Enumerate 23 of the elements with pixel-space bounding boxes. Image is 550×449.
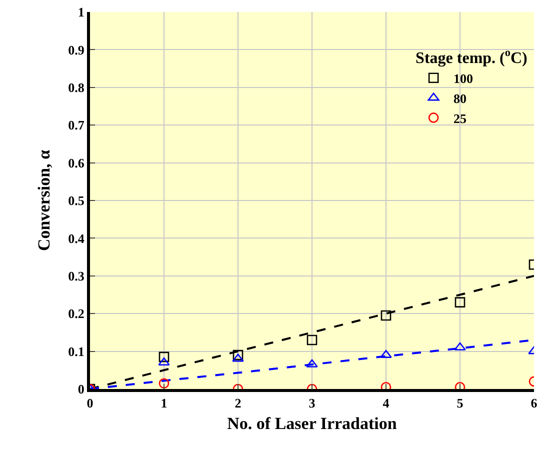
legend-label: 100 — [454, 70, 474, 86]
legend-label: 25 — [454, 110, 468, 126]
y-axis-title: Conversion, α — [34, 149, 54, 252]
y-tick-label: 0.8 — [68, 80, 85, 95]
y-tick-label: 0.5 — [68, 193, 85, 208]
y-tick-label: 0.9 — [68, 42, 85, 58]
x-tick-label: 4 — [382, 396, 390, 411]
x-tick-label: 3 — [308, 396, 316, 411]
y-tick-label: 1 — [78, 4, 84, 20]
x-tick-label: 6 — [530, 396, 538, 411]
y-tick-label: 0.7 — [68, 118, 85, 133]
legend-title: Stage temp. ($^{o}$C) — [416, 47, 528, 67]
y-tick-label: 0.6 — [68, 155, 85, 170]
x-tick-label: 5 — [456, 396, 464, 411]
y-tick-label: 0 — [78, 382, 84, 397]
y-tick-label: 0.4 — [68, 230, 85, 246]
x-tick-label: 2 — [234, 396, 242, 411]
y-tick-label: 0.2 — [68, 306, 84, 322]
x-tick-label: 1 — [160, 396, 168, 411]
y-tick-label: 0.3 — [68, 268, 85, 284]
x-axis-title: No. of Laser Irradation — [227, 414, 398, 433]
y-tick-label: 0.1 — [68, 344, 84, 359]
legend-label: 80 — [454, 90, 467, 106]
